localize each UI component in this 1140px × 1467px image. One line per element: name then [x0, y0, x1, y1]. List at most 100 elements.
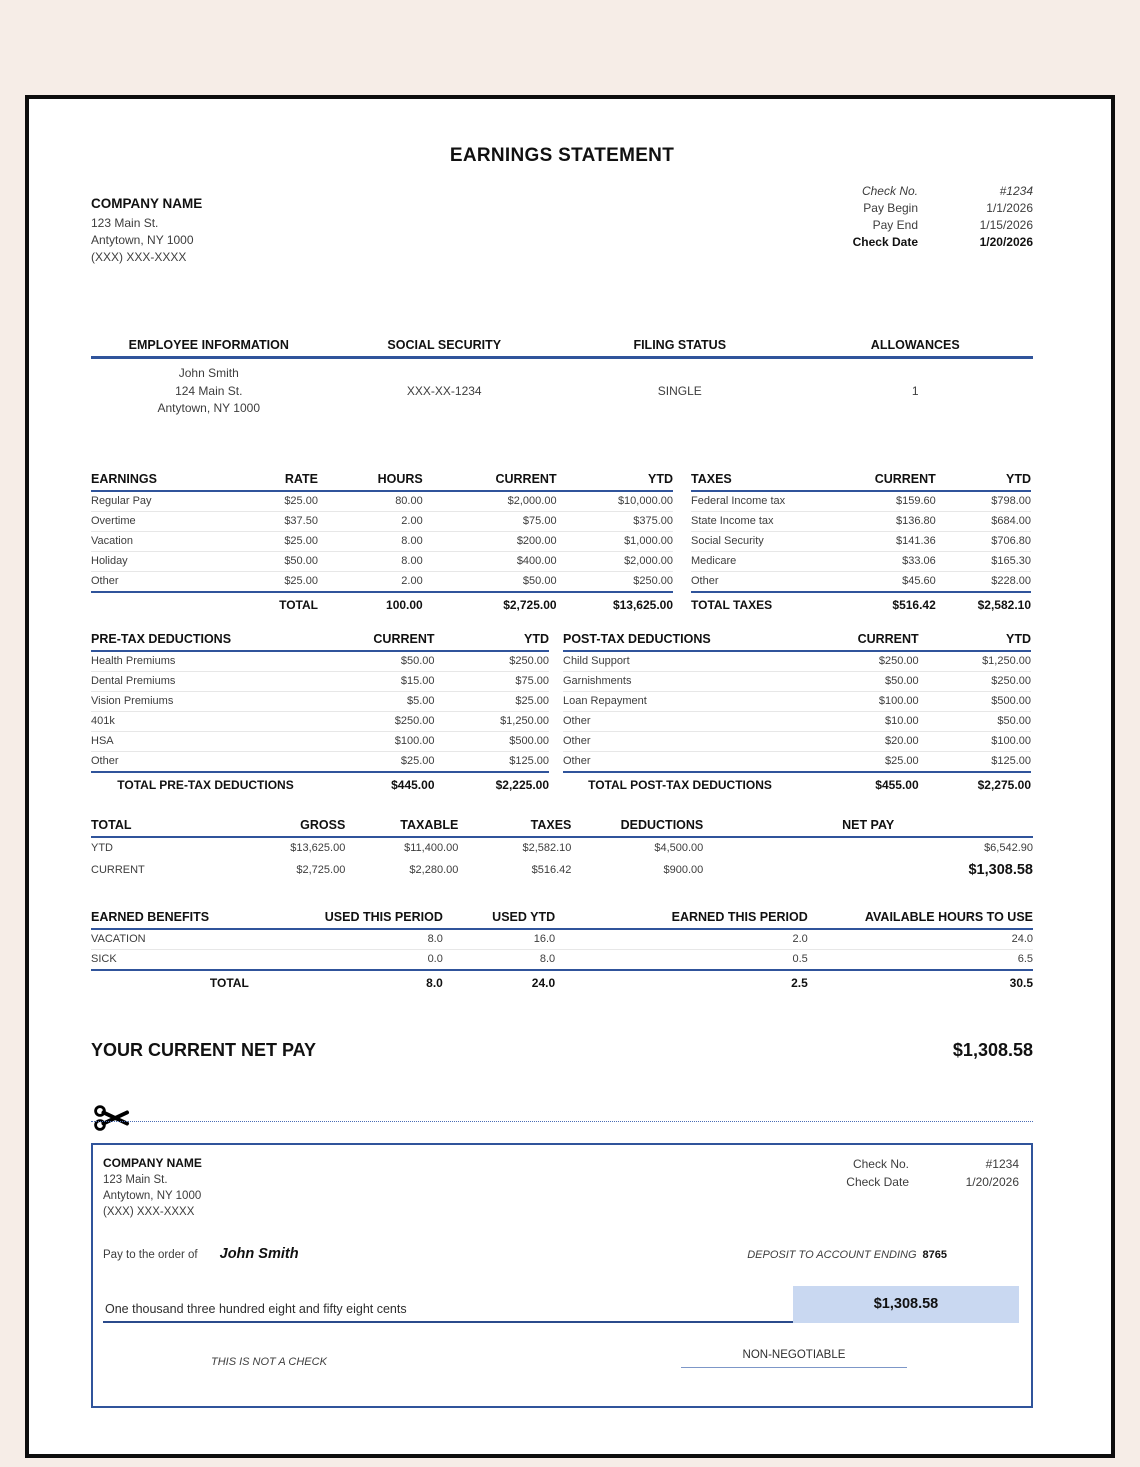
total-value: $2,225.00: [434, 770, 549, 796]
totals-summary-section: TOTAL GROSS TAXABLE TAXES DEDUCTIONS NET…: [91, 815, 1033, 882]
cell-value: $1,250.00: [918, 650, 1031, 672]
cell-value: 2.00: [317, 511, 423, 532]
column-header: NET PAY: [703, 815, 1033, 838]
table-row: CURRENT $2,725.00 $2,280.00 $516.42 $900…: [91, 858, 1033, 882]
row-label: Loan Repayment: [563, 691, 797, 712]
cell-value: 6.5: [807, 949, 1033, 970]
not-a-check-disclaimer: THIS IS NOT A CHECK: [211, 1355, 327, 1368]
table-row: Medicare $33.06 $165.30: [691, 551, 1031, 572]
amount-row: One thousand three hundred eight and fif…: [103, 1285, 1019, 1323]
row-label: Overtime: [91, 511, 243, 532]
table-row: Garnishments $50.00 $250.00: [563, 671, 1031, 692]
column-header: CURRENT: [422, 469, 557, 492]
cell-value: $684.00: [935, 511, 1031, 532]
company-phone: (XXX) XXX-XXXX: [91, 250, 187, 264]
earned-benefits-table: EARNED BENEFITS USED THIS PERIOD USED YT…: [91, 907, 1033, 994]
earnings-table: EARNINGS RATE HOURS CURRENT YTD Regular …: [91, 469, 673, 616]
check-stub-header: COMPANY NAME 123 Main St. Antytown, NY 1…: [103, 1155, 1019, 1220]
row-label: Dental Premiums: [91, 671, 320, 692]
column-header: HOURS: [317, 469, 423, 492]
column-header: POST-TAX DEDUCTIONS: [563, 629, 797, 652]
cell-value: $2,000.00: [422, 490, 557, 512]
total-value: $445.00: [320, 770, 435, 796]
net-pay-amount: $1,308.58: [952, 1039, 1033, 1060]
cell-value: $50.00: [320, 650, 435, 672]
cell-value: $2,582.10: [522, 841, 572, 854]
cell-value: $900.00: [663, 863, 704, 876]
net-pay-label: YOUR CURRENT NET PAY: [91, 1039, 317, 1060]
check-stub-info: Check No. #1234 Check Date 1/20/2026: [819, 1155, 1019, 1220]
earned-benefits-section: EARNED BENEFITS USED THIS PERIOD USED YT…: [91, 907, 1033, 994]
document-header: COMPANY NAME 123 Main St. Antytown, NY 1…: [91, 183, 1033, 266]
total-value: 2.5: [555, 968, 808, 994]
row-label: VACATION: [91, 928, 325, 950]
cell-value: 8.00: [317, 551, 423, 572]
company-name: COMPANY NAME: [91, 196, 203, 211]
total-value: $455.00: [797, 770, 919, 796]
total-row: TOTAL PRE-TAX DEDUCTIONS $445.00 $2,225.…: [91, 770, 549, 796]
column-header: YTD: [556, 469, 673, 492]
pay-begin-label: Pay Begin: [863, 201, 918, 215]
table-row: Other $25.00 $125.00: [563, 751, 1031, 772]
cell-value: $706.80: [935, 531, 1031, 552]
cell-value: $250.00: [797, 650, 919, 672]
row-label: HSA: [91, 731, 320, 752]
table-row: YTD $13,625.00 $11,400.00 $2,582.10 $4,5…: [91, 837, 1033, 858]
cell-value: 2.00: [317, 571, 423, 592]
table-row: HSA $100.00 $500.00: [91, 731, 549, 752]
cell-value: $11,400.00: [404, 841, 459, 854]
cell-value: $50.00: [242, 551, 318, 572]
total-value: $516.42: [844, 590, 936, 616]
cell-value: $250.00: [918, 671, 1031, 692]
pay-end-row: Pay End 1/15/2026: [823, 217, 1033, 234]
pay-end-label: Pay End: [872, 218, 918, 232]
column-header: ALLOWANCES: [797, 336, 1033, 359]
total-row: TOTAL TAXES $516.42 $2,582.10: [691, 590, 1031, 616]
cell-value: 8.00: [317, 531, 423, 552]
check-date-row: Check Date 1/20/2026: [823, 234, 1033, 251]
total-value: $2,725.00: [422, 590, 557, 616]
pay-begin-value: 1/1/2026: [986, 201, 1033, 215]
cell-value: $4,500.00: [654, 841, 704, 854]
row-label: Social Security: [691, 531, 844, 552]
check-stub-footer: THIS IS NOT A CHECK NON-NEGOTIABLE: [103, 1349, 1019, 1368]
total-value: 30.5: [807, 968, 1033, 994]
table-row: Holiday $50.00 8.00 $400.00 $2,000.00: [91, 551, 673, 572]
table-row: Other $20.00 $100.00: [563, 731, 1031, 752]
column-header: RATE: [242, 469, 318, 492]
cell-value: 0.5: [555, 949, 808, 970]
row-label: Garnishments: [563, 671, 797, 692]
deductions-row: PRE-TAX DEDUCTIONS CURRENT YTD Health Pr…: [91, 629, 1033, 796]
cell-value: $37.50: [242, 511, 318, 532]
column-header: CURRENT: [844, 469, 936, 492]
payee-name: John Smith: [219, 1245, 299, 1262]
row-label: Health Premiums: [91, 650, 320, 672]
cell-value: $250.00: [320, 711, 435, 732]
employee-name: John Smith: [178, 366, 239, 380]
cell-value: $15.00: [320, 671, 435, 692]
check-number-value: #1234: [999, 184, 1033, 198]
deposit-account-number: 8765: [922, 1248, 947, 1261]
cell-value: 0.0: [324, 949, 443, 970]
company-address-line2: Antytown, NY 1000: [91, 233, 194, 247]
table-row: Other $45.60 $228.00: [691, 571, 1031, 592]
cell-value: $2,000.00: [556, 551, 673, 572]
taxes-table: TAXES CURRENT YTD Federal Income tax $15…: [691, 469, 1031, 616]
table-row: Other $10.00 $50.00: [563, 711, 1031, 732]
row-label: Child Support: [563, 650, 797, 672]
cell-value: $2,280.00: [409, 863, 459, 876]
cell-value: $375.00: [556, 511, 673, 532]
total-row: TOTAL 100.00 $2,725.00 $13,625.00: [91, 590, 673, 616]
cell-value: $25.00: [242, 531, 318, 552]
cell-value: 80.00: [317, 490, 423, 512]
pretax-deductions-section: PRE-TAX DEDUCTIONS CURRENT YTD Health Pr…: [91, 629, 549, 796]
total-label: TOTAL POST-TAX DEDUCTIONS: [563, 770, 797, 796]
cell-value: $10,000.00: [556, 490, 673, 512]
cell-value: $13,625.00: [290, 841, 346, 854]
table-row: Vision Premiums $5.00 $25.00: [91, 691, 549, 712]
pay-to-group: Pay to the order of John Smith: [103, 1246, 299, 1262]
column-header: YTD: [434, 629, 549, 652]
cell-value: 24.0: [807, 928, 1033, 950]
cell-value: $25.00: [242, 571, 318, 592]
table-row: VACATION 8.0 16.0 2.0 24.0: [91, 928, 1033, 950]
